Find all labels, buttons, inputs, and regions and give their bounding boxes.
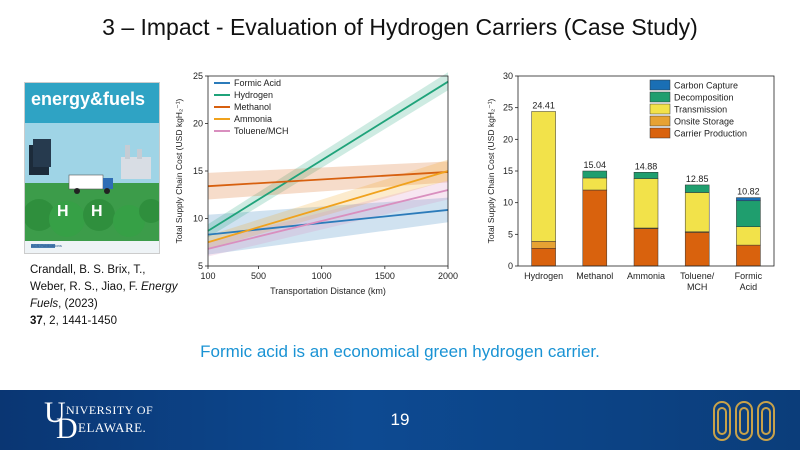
bar-segment: [633, 172, 659, 179]
slide-title: 3 – Impact - Evaluation of Hydrogen Carr…: [102, 14, 698, 40]
footer-bar: U D NIVERSITY OF ELAWARE. 19: [0, 390, 800, 450]
y-tick-label: 5: [198, 261, 203, 271]
x-category-label: Acid: [740, 282, 758, 292]
x-tick-label: 1000: [312, 271, 332, 281]
citation-journal: Energy Fuels: [30, 281, 178, 310]
bar-total-label: 12.85: [686, 174, 709, 184]
y-tick-label: 20: [193, 119, 203, 129]
citation: Crandall, B. S. Brix, T., Weber, R. S., …: [30, 262, 180, 330]
bar-segment: [684, 192, 710, 233]
y-tick-label: 10: [503, 198, 513, 208]
legend-swatch-4: [649, 127, 671, 139]
x-category-label: Methanol: [576, 271, 613, 281]
x-axis-label: Transportation Distance (km): [270, 286, 386, 296]
legend-swatch-2: [649, 103, 671, 115]
uncertainty-band-0: [208, 197, 448, 255]
bar-segment: [582, 177, 608, 191]
logo-line-delaware: ELAWARE.: [78, 420, 147, 435]
uncertainty-band-1: [208, 72, 448, 238]
y-axis-label: Total Supply Chain Cost (USD kgH₂⁻¹): [486, 98, 496, 243]
slide-caption: Formic acid is an economical green hydro…: [200, 342, 600, 361]
x-category-label: Toluene/: [680, 271, 715, 281]
logo-letter-d: D: [56, 412, 78, 445]
y-tick-label: 0: [508, 261, 513, 271]
cover-h-badge-right: H: [91, 203, 103, 220]
footer-gradient: [0, 390, 800, 450]
bar-total-label: 10.82: [737, 187, 760, 197]
logo-line-university: NIVERSITY OF: [66, 403, 154, 417]
y-tick-label: 25: [503, 103, 513, 113]
citation-year: , (2023): [58, 298, 98, 310]
bar-segment: [531, 248, 556, 267]
legend-label: Carrier Production: [674, 129, 747, 139]
citation-issue-pages: , 2, 1441-1450: [42, 315, 117, 327]
bar-total-label: 24.41: [532, 100, 555, 110]
legend-swatch-3: [649, 115, 671, 127]
uncertainty-band-2: [208, 161, 448, 200]
bar-segment: [736, 200, 761, 227]
bar-segment: [531, 111, 556, 242]
cover-journal-title: energy&fuels: [31, 89, 146, 109]
x-tick-label: 1500: [375, 271, 395, 281]
x-category-label: Hydrogen: [524, 271, 563, 281]
legend-label: Transmission: [674, 105, 727, 115]
bar-segment: [684, 232, 710, 267]
bar-segment: [582, 189, 608, 267]
legend-swatch-0: [649, 79, 671, 91]
y-tick-label: 20: [503, 134, 513, 144]
legend-label: Hydrogen: [234, 90, 273, 100]
stacked-bar-chart: 24.41 Hydrogen 15.04 Methanol 14.88 Ammonia 12…: [486, 71, 775, 292]
bar-segment: [736, 244, 761, 267]
bar-segment: [736, 197, 761, 202]
bar-segment: [736, 226, 761, 246]
legend-label: Onsite Storage: [674, 117, 734, 127]
legend-label: Decomposition: [674, 93, 734, 103]
series-line-1: [207, 80, 449, 232]
bar-segment: [531, 241, 556, 249]
legend-label: Ammonia: [234, 114, 272, 124]
x-tick-label: 2000: [438, 271, 458, 281]
uncertainty-band-4: [208, 180, 448, 257]
legend-label: Carbon Capture: [674, 81, 738, 91]
bar-segment: [582, 170, 608, 179]
citation-authors: Crandall, B. S. Brix, T., Weber, R. S., …: [30, 264, 146, 293]
bar-total-label: 14.88: [635, 161, 658, 171]
bar-total-label: 15.04: [584, 160, 607, 170]
bar-segment: [684, 184, 710, 193]
y-tick-label: 30: [503, 71, 513, 81]
y-tick-label: 15: [503, 166, 513, 176]
uncertainty-band-3: [208, 159, 448, 249]
y-tick-label: 25: [193, 71, 203, 81]
legend-swatch-1: [649, 91, 671, 103]
series-line-4: [207, 189, 449, 250]
bar-segment: [633, 178, 659, 229]
legend-label: Formic Acid: [234, 78, 281, 88]
bar-segment: [633, 228, 659, 267]
x-category-label: Formic: [735, 271, 763, 281]
x-tick-label: 500: [251, 271, 266, 281]
journal-cover-image: energy&fuels H H ACS Publications: [24, 82, 160, 254]
page-number: 19: [390, 410, 410, 429]
y-tick-label: 10: [193, 214, 203, 224]
y-tick-label: 5: [508, 229, 513, 239]
decorative-rings-icon: [713, 401, 775, 441]
y-axis-label: Total Supply Chain Cost (USD kgH₂⁻¹): [174, 98, 184, 243]
x-category-label: MCH: [687, 282, 708, 292]
series-line-2: [207, 171, 449, 188]
line-chart: 100 500 1000 1500 2000 5 10 15 20 25 Transportatio…: [174, 71, 458, 296]
legend-label: Methanol: [234, 102, 271, 112]
cover-h-badge-left: H: [57, 203, 69, 220]
x-tick-label: 100: [200, 271, 215, 281]
y-tick-label: 15: [193, 166, 203, 176]
series-line-3: [207, 170, 449, 244]
citation-volume: 37: [30, 315, 43, 327]
x-category-label: Ammonia: [627, 271, 665, 281]
logo-letter-u: U: [44, 396, 66, 429]
cover-publisher: ACS Publications: [31, 243, 62, 248]
legend-label: Toluene/MCH: [234, 126, 289, 136]
university-logo[interactable]: U D NIVERSITY OF ELAWARE.: [44, 396, 164, 445]
